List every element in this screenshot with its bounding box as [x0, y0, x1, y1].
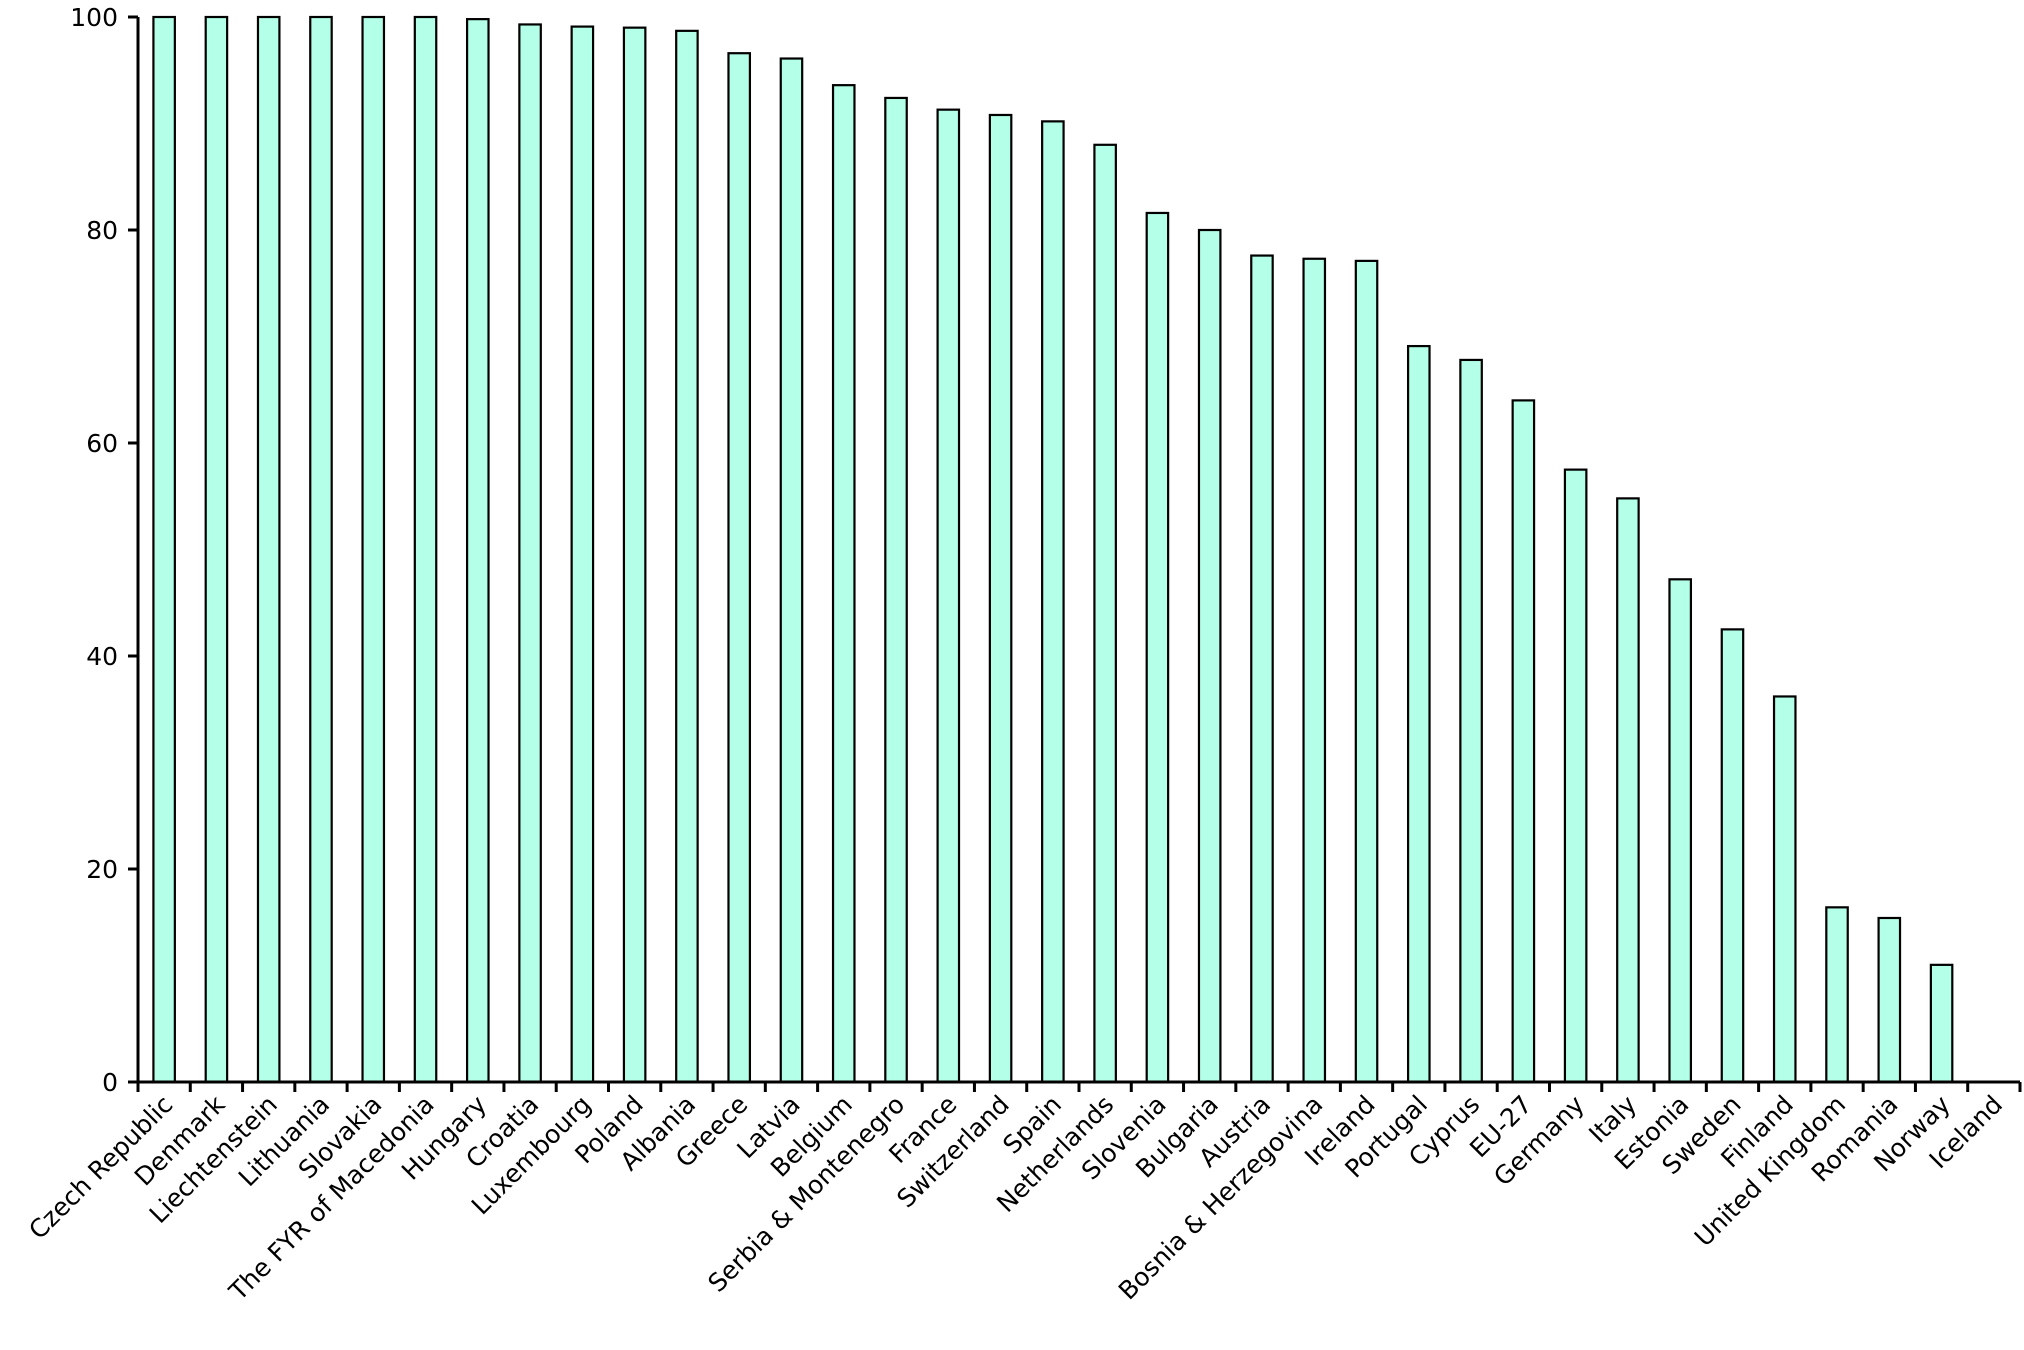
bar	[1041, 120, 1065, 1084]
bar	[1825, 906, 1849, 1084]
bar	[1877, 916, 1902, 1084]
y-tick-label: 60	[86, 429, 118, 458]
bar	[309, 15, 333, 1084]
bar	[622, 26, 647, 1084]
bar	[204, 15, 229, 1084]
bar	[779, 57, 804, 1084]
y-tick-label: 20	[86, 855, 118, 884]
bar	[1250, 254, 1274, 1084]
y-tick-label: 100	[70, 3, 118, 32]
bar	[1772, 695, 1797, 1084]
bar	[727, 52, 752, 1084]
bar	[1511, 399, 1536, 1084]
bar	[1197, 228, 1222, 1084]
y-tick-label: 80	[86, 216, 118, 245]
bar	[413, 15, 438, 1084]
bar	[936, 108, 961, 1084]
bar	[1668, 578, 1693, 1084]
bar	[361, 15, 386, 1084]
y-tick-label: 40	[86, 642, 118, 671]
bar	[675, 29, 699, 1084]
bar	[256, 15, 281, 1084]
bar	[1720, 628, 1745, 1084]
bar	[1459, 358, 1483, 1084]
bar	[518, 23, 542, 1084]
bar	[1929, 963, 1954, 1084]
bar	[1406, 344, 1431, 1084]
bar	[831, 84, 856, 1084]
bar	[884, 96, 908, 1084]
bar	[988, 113, 1013, 1084]
bar	[570, 25, 595, 1084]
bar	[1093, 143, 1117, 1084]
bar	[1302, 257, 1327, 1084]
bar	[1563, 468, 1588, 1084]
bar	[465, 18, 490, 1084]
bar	[1145, 211, 1170, 1084]
bar	[1616, 497, 1640, 1084]
bar	[152, 15, 176, 1084]
bar	[1354, 259, 1379, 1084]
y-tick-label: 0	[102, 1068, 118, 1097]
